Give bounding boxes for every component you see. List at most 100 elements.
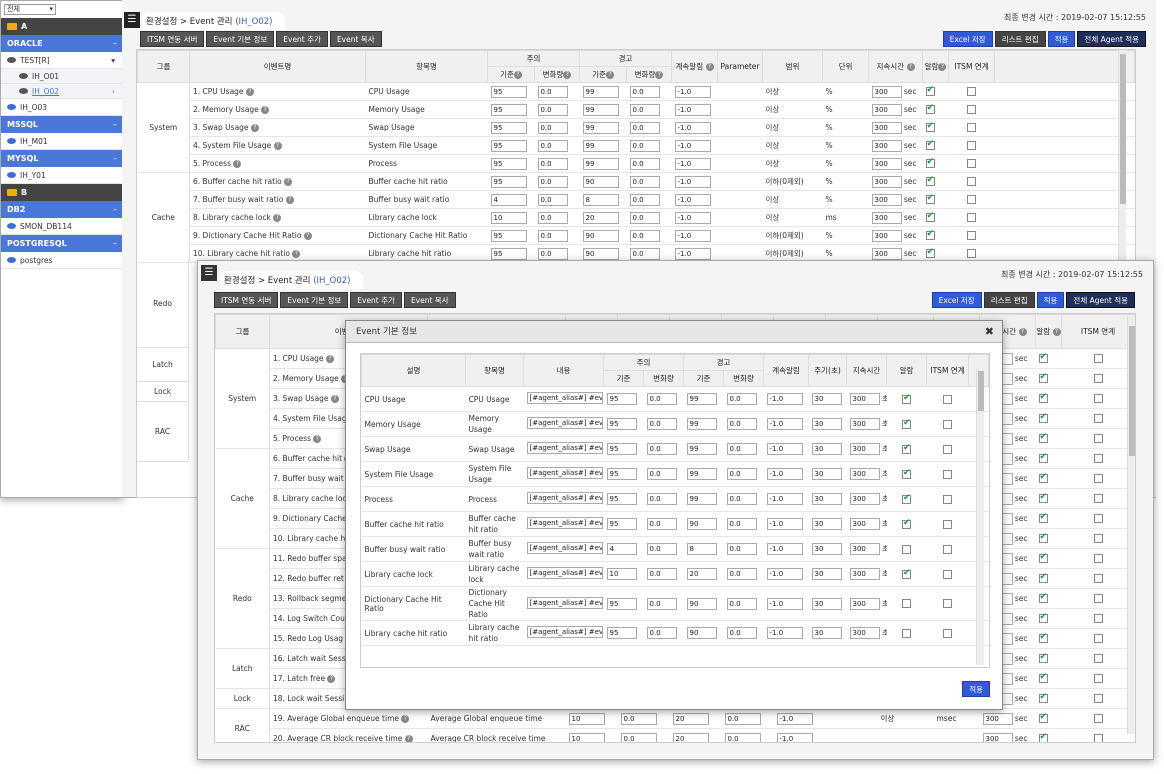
value-input[interactable]: 0.0	[726, 568, 757, 580]
checked-checkbox[interactable]	[1038, 732, 1048, 742]
checkbox[interactable]	[943, 494, 952, 504]
value-input[interactable]: 300	[849, 443, 880, 455]
value-input[interactable]: 300	[849, 468, 880, 480]
value-input[interactable]: 300	[849, 418, 880, 430]
value-input[interactable]: 0.0	[537, 157, 568, 170]
value-input[interactable]: -1.0	[766, 393, 803, 405]
menu-toggle-icon[interactable]: ☰	[124, 12, 140, 28]
checked-checkbox[interactable]	[902, 568, 911, 579]
value-input[interactable]: 0.0	[726, 468, 757, 480]
value-input[interactable]: 0.0	[629, 175, 660, 188]
value-input[interactable]: 300	[871, 139, 902, 152]
help-icon[interactable]: ?	[284, 178, 293, 186]
checked-checkbox[interactable]	[1038, 672, 1048, 684]
value-input[interactable]: 0.0	[629, 139, 660, 152]
toolbar-button[interactable]: 전체 Agent 적용	[1077, 31, 1146, 47]
value-input[interactable]: 300	[871, 193, 902, 206]
value-input[interactable]: [#agent_alias#] #eve	[526, 567, 603, 579]
modal-scrollbar[interactable]	[976, 369, 984, 665]
scrollbar[interactable]	[1127, 316, 1135, 734]
value-input[interactable]: 0.0	[646, 518, 677, 530]
value-input[interactable]: 30	[811, 393, 842, 405]
checkbox[interactable]	[1093, 374, 1103, 384]
checkbox[interactable]	[1093, 654, 1103, 664]
sidebar-folder[interactable]: B	[1, 184, 123, 201]
help-icon[interactable]: ?	[313, 435, 322, 443]
checked-checkbox[interactable]	[1038, 532, 1048, 544]
value-input[interactable]: 20	[686, 568, 717, 580]
help-icon[interactable]: ?	[233, 160, 242, 168]
checked-checkbox[interactable]	[1038, 412, 1048, 424]
toolbar-button[interactable]: Event 복사	[329, 31, 382, 47]
value-input[interactable]: 0.0	[646, 443, 677, 455]
value-input[interactable]: [#agent_alias#] #eve	[526, 517, 603, 529]
value-input[interactable]: 30	[811, 568, 842, 580]
toolbar-button[interactable]: 적용	[1036, 292, 1065, 308]
checked-checkbox[interactable]	[1038, 712, 1048, 724]
toolbar-button[interactable]: ITSM 연동 서버	[214, 292, 279, 308]
checked-checkbox[interactable]	[902, 418, 911, 429]
value-input[interactable]: 95	[490, 175, 527, 188]
help-icon[interactable]: ?	[325, 355, 334, 363]
value-input[interactable]: 0.0	[537, 247, 568, 260]
help-icon[interactable]: ?	[273, 214, 282, 222]
checked-checkbox[interactable]	[902, 493, 911, 504]
value-input[interactable]: 0.0	[726, 443, 757, 455]
value-input[interactable]: 20	[582, 211, 619, 224]
checkbox[interactable]	[967, 123, 976, 133]
value-input[interactable]: 99	[582, 157, 619, 170]
value-input[interactable]: 10	[490, 211, 527, 224]
toolbar-button[interactable]: Event 복사	[403, 292, 456, 308]
value-input[interactable]: 30	[811, 543, 842, 555]
value-input[interactable]: 300	[849, 393, 880, 405]
value-input[interactable]: -1.0	[674, 139, 711, 152]
checkbox[interactable]	[1093, 354, 1103, 364]
value-input[interactable]: 95	[606, 518, 637, 530]
help-icon[interactable]: ?	[404, 735, 413, 742]
value-input[interactable]: 0.0	[726, 597, 757, 610]
value-input[interactable]: 99	[686, 468, 717, 480]
help-icon[interactable]: ?	[303, 232, 312, 240]
close-icon[interactable]: ✖	[984, 325, 994, 338]
value-input[interactable]: 0.0	[646, 627, 677, 639]
sidebar-agent[interactable]: postgres	[1, 252, 123, 269]
value-input[interactable]: 0.0	[646, 597, 677, 610]
value-input[interactable]: 95	[606, 418, 637, 430]
value-input[interactable]: [#agent_alias#] #eve	[526, 467, 603, 479]
checkbox[interactable]	[943, 394, 952, 404]
checked-checkbox[interactable]	[1038, 492, 1048, 504]
value-input[interactable]: 300	[871, 229, 902, 242]
checkbox[interactable]	[967, 105, 976, 115]
value-input[interactable]: 300	[871, 103, 902, 116]
value-input[interactable]: 90	[686, 518, 717, 530]
value-input[interactable]: 0.0	[646, 543, 677, 555]
checkbox[interactable]	[1093, 634, 1103, 644]
value-input[interactable]: 99	[582, 139, 619, 152]
sidebar-agent[interactable]: IH_M01	[1, 133, 123, 150]
value-input[interactable]: -1.0	[766, 597, 803, 610]
checked-checkbox[interactable]	[925, 211, 935, 223]
value-input[interactable]: 0.0	[537, 85, 568, 98]
checkbox[interactable]	[1093, 474, 1103, 484]
modal-apply-button[interactable]: 적용	[962, 681, 990, 697]
checkbox[interactable]	[943, 599, 952, 609]
value-input[interactable]: 300	[871, 121, 902, 134]
checkbox[interactable]	[1093, 714, 1103, 724]
help-icon[interactable]: ?	[261, 106, 270, 114]
sidebar-db-group[interactable]: DB2–	[1, 201, 123, 218]
checkbox[interactable]	[943, 544, 952, 554]
menu-toggle-icon[interactable]: ☰	[201, 265, 217, 281]
value-input[interactable]: 0.0	[537, 103, 568, 116]
value-input[interactable]: -1.0	[766, 568, 803, 580]
value-input[interactable]: 30	[811, 627, 842, 639]
value-input[interactable]: 300	[871, 85, 902, 98]
toolbar-button[interactable]: Excel 저장	[931, 292, 982, 308]
checked-checkbox[interactable]	[1038, 692, 1048, 704]
sidebar-folder[interactable]: A	[1, 18, 123, 35]
checked-checkbox[interactable]	[1038, 552, 1048, 564]
checked-checkbox[interactable]	[925, 175, 935, 187]
value-input[interactable]: 0.0	[724, 712, 761, 725]
checkbox[interactable]	[1093, 494, 1103, 504]
checked-checkbox[interactable]	[1038, 352, 1048, 364]
value-input[interactable]: 90	[686, 597, 717, 610]
